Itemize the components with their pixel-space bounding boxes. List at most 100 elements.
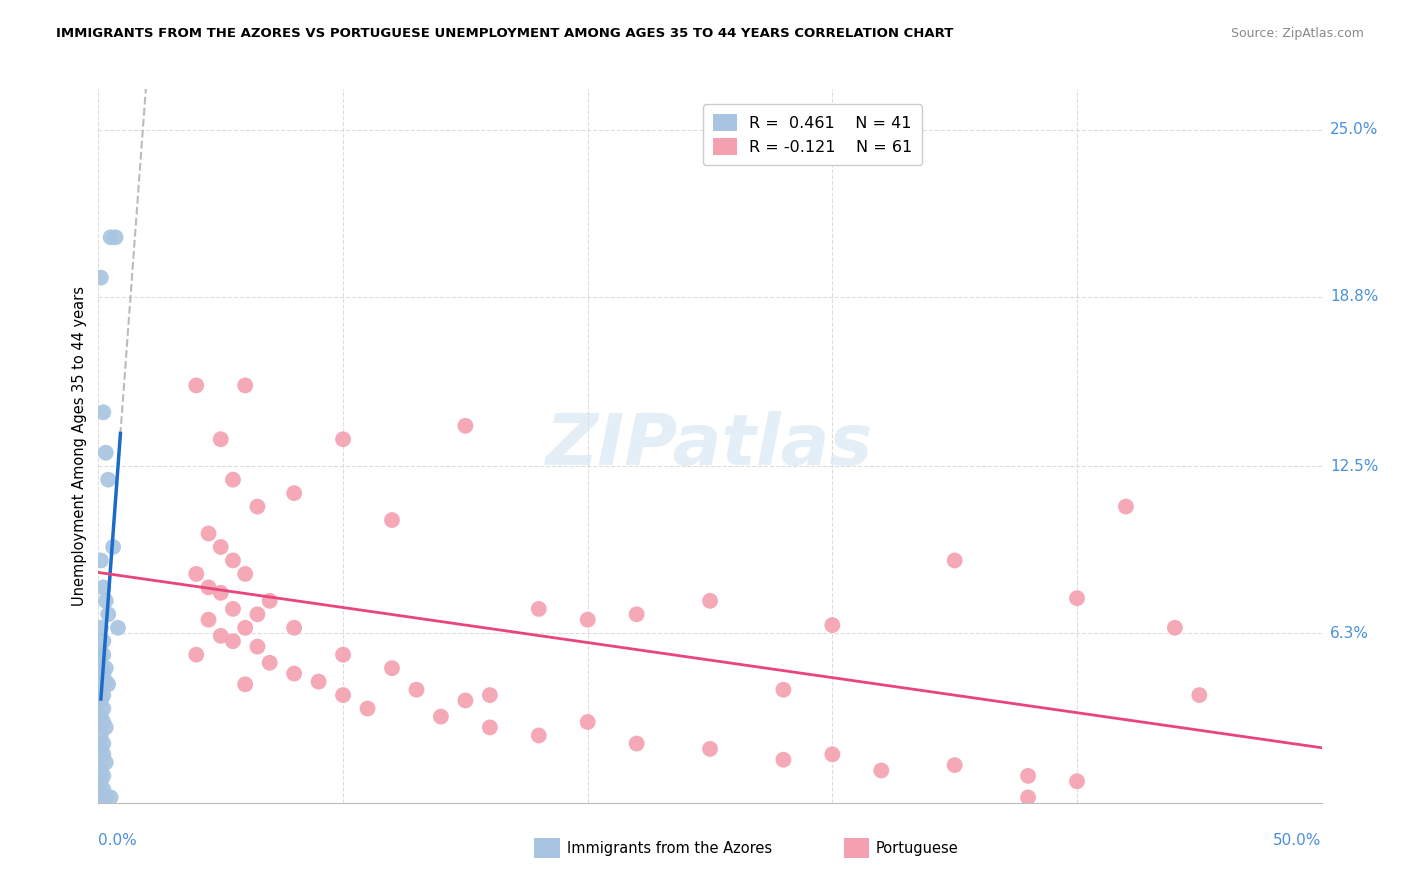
Point <box>576 613 599 627</box>
Point <box>94 661 117 675</box>
Point <box>332 432 354 446</box>
Point <box>222 602 245 616</box>
Point <box>1188 688 1211 702</box>
Point <box>90 553 112 567</box>
Point <box>772 753 794 767</box>
Point <box>527 602 550 616</box>
Point <box>197 613 219 627</box>
Point <box>186 648 208 662</box>
Text: 25.0%: 25.0% <box>1330 122 1378 137</box>
Point <box>246 500 269 514</box>
Point <box>1017 769 1039 783</box>
Point <box>233 378 256 392</box>
Text: IMMIGRANTS FROM THE AZORES VS PORTUGUESE UNEMPLOYMENT AMONG AGES 35 TO 44 YEARS : IMMIGRANTS FROM THE AZORES VS PORTUGUESE… <box>56 27 953 40</box>
Point <box>283 486 305 500</box>
Point <box>100 230 122 244</box>
Point <box>222 553 245 567</box>
Point <box>90 682 112 697</box>
Point <box>356 701 378 715</box>
Point <box>91 688 114 702</box>
Text: 50.0%: 50.0% <box>1274 833 1322 848</box>
Point <box>91 580 114 594</box>
Point <box>91 793 114 807</box>
Text: Immigrants from the Azores: Immigrants from the Azores <box>567 841 772 855</box>
Point <box>259 594 281 608</box>
Point <box>821 747 844 762</box>
Point <box>870 764 893 778</box>
Point <box>91 747 114 762</box>
Text: ZIPatlas: ZIPatlas <box>547 411 873 481</box>
Point <box>699 742 721 756</box>
Point <box>209 629 232 643</box>
Point <box>186 566 208 581</box>
Legend: R =  0.461    N = 41, R = -0.121    N = 61: R = 0.461 N = 41, R = -0.121 N = 61 <box>703 104 922 165</box>
Point <box>104 230 127 244</box>
Point <box>576 714 599 729</box>
Point <box>332 648 354 662</box>
Point <box>90 621 112 635</box>
Point <box>1164 621 1187 635</box>
Point <box>283 666 305 681</box>
Point <box>1066 774 1088 789</box>
Point <box>94 446 117 460</box>
Point <box>107 621 129 635</box>
Point <box>1115 500 1137 514</box>
Point <box>90 742 112 756</box>
Point <box>943 758 966 772</box>
Point <box>94 790 117 805</box>
Point <box>772 682 794 697</box>
Point <box>430 709 453 723</box>
Point <box>90 661 112 675</box>
Point <box>91 666 114 681</box>
Point <box>90 270 112 285</box>
Point <box>332 688 354 702</box>
Point <box>209 540 232 554</box>
Point <box>197 526 219 541</box>
Point <box>186 378 208 392</box>
Point <box>222 634 245 648</box>
Point <box>101 540 124 554</box>
Point <box>90 693 112 707</box>
Point <box>233 677 256 691</box>
Text: Source: ZipAtlas.com: Source: ZipAtlas.com <box>1230 27 1364 40</box>
Point <box>381 661 404 675</box>
Point <box>97 607 120 622</box>
Point <box>91 714 114 729</box>
Point <box>1066 591 1088 606</box>
Point <box>90 764 112 778</box>
Point <box>283 621 305 635</box>
Text: 6.3%: 6.3% <box>1330 625 1369 640</box>
Point <box>97 677 120 691</box>
Point <box>626 737 648 751</box>
Text: 0.0%: 0.0% <box>98 833 138 848</box>
Point <box>91 648 114 662</box>
Point <box>308 674 330 689</box>
Point <box>197 580 219 594</box>
Point <box>233 621 256 635</box>
Point <box>90 709 112 723</box>
Point <box>91 634 114 648</box>
Point <box>699 594 721 608</box>
Point <box>94 720 117 734</box>
Y-axis label: Unemployment Among Ages 35 to 44 years: Unemployment Among Ages 35 to 44 years <box>72 286 87 606</box>
Point <box>209 432 232 446</box>
Point <box>91 405 114 419</box>
Point <box>90 729 112 743</box>
Point <box>222 473 245 487</box>
Point <box>91 769 114 783</box>
Point <box>94 756 117 770</box>
Point <box>1017 790 1039 805</box>
Point <box>90 648 112 662</box>
Point <box>405 682 427 697</box>
Text: 18.8%: 18.8% <box>1330 289 1378 304</box>
Point <box>478 720 501 734</box>
Point <box>259 656 281 670</box>
Point <box>91 782 114 797</box>
Point <box>90 774 112 789</box>
Point <box>943 553 966 567</box>
Point <box>233 566 256 581</box>
Point <box>94 594 117 608</box>
Point <box>100 790 122 805</box>
Point <box>94 674 117 689</box>
Point <box>246 640 269 654</box>
